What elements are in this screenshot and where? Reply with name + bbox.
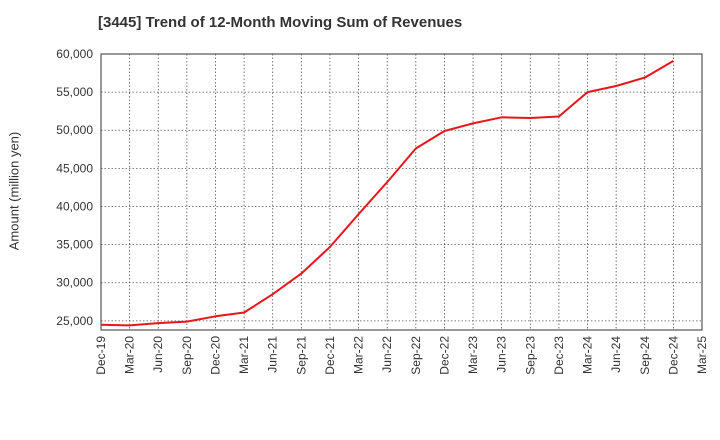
x-tick-label: Mar-24 [581, 336, 595, 374]
x-tick-label: Jun-24 [609, 336, 623, 373]
x-tick-labels: Dec-19 Mar-20 Jun-20 Sep-20 Dec-20 Mar-21 Jun-… [94, 336, 709, 375]
x-tick-label: Dec-20 [208, 336, 222, 375]
series-line [100, 60, 674, 327]
x-tick-label: Sep-24 [638, 336, 652, 375]
x-tick-label: Mar-20 [123, 336, 137, 374]
y-tick-label: 60,000 [56, 47, 93, 61]
x-tick-label: Mar-25 [695, 336, 709, 374]
x-tick-label: Sep-22 [409, 336, 423, 375]
x-tick-label: Dec-22 [437, 336, 451, 375]
x-tick-label: Mar-21 [237, 336, 251, 374]
x-tick-label: Jun-23 [495, 336, 509, 373]
x-tick-label: Sep-21 [294, 336, 308, 375]
series-layer [100, 60, 674, 327]
plot-frame [100, 53, 703, 331]
chart-title: [3445] Trend of 12-Month Moving Sum of R… [98, 14, 463, 31]
y-tick-label: 55,000 [56, 85, 93, 99]
y-tick-label: 35,000 [56, 238, 93, 252]
grid-layer [101, 53, 702, 330]
y-tick-label: 45,000 [56, 161, 93, 175]
x-tick-label: Dec-24 [666, 336, 680, 375]
y-tick-labels: 25,000 30,000 35,000 40,000 45,000 50,000 55,0… [56, 47, 93, 328]
x-tick-label: Mar-22 [352, 336, 366, 374]
x-tick-label: Dec-21 [323, 336, 337, 375]
x-tick-label: Dec-23 [552, 336, 566, 375]
y-tick-label: 30,000 [56, 276, 93, 290]
y-tick-label: 40,000 [56, 199, 93, 213]
x-tick-label: Jun-22 [380, 336, 394, 373]
x-tick-label: Sep-23 [523, 336, 537, 375]
x-tick-label: Jun-20 [151, 336, 165, 373]
x-tick-label: Sep-20 [180, 336, 194, 375]
y-tick-label: 50,000 [56, 123, 93, 137]
y-tick-label: 25,000 [56, 314, 93, 328]
x-tick-label: Dec-19 [94, 336, 108, 375]
x-tick-label: Jun-21 [266, 336, 280, 373]
x-tick-label: Mar-23 [466, 336, 480, 374]
